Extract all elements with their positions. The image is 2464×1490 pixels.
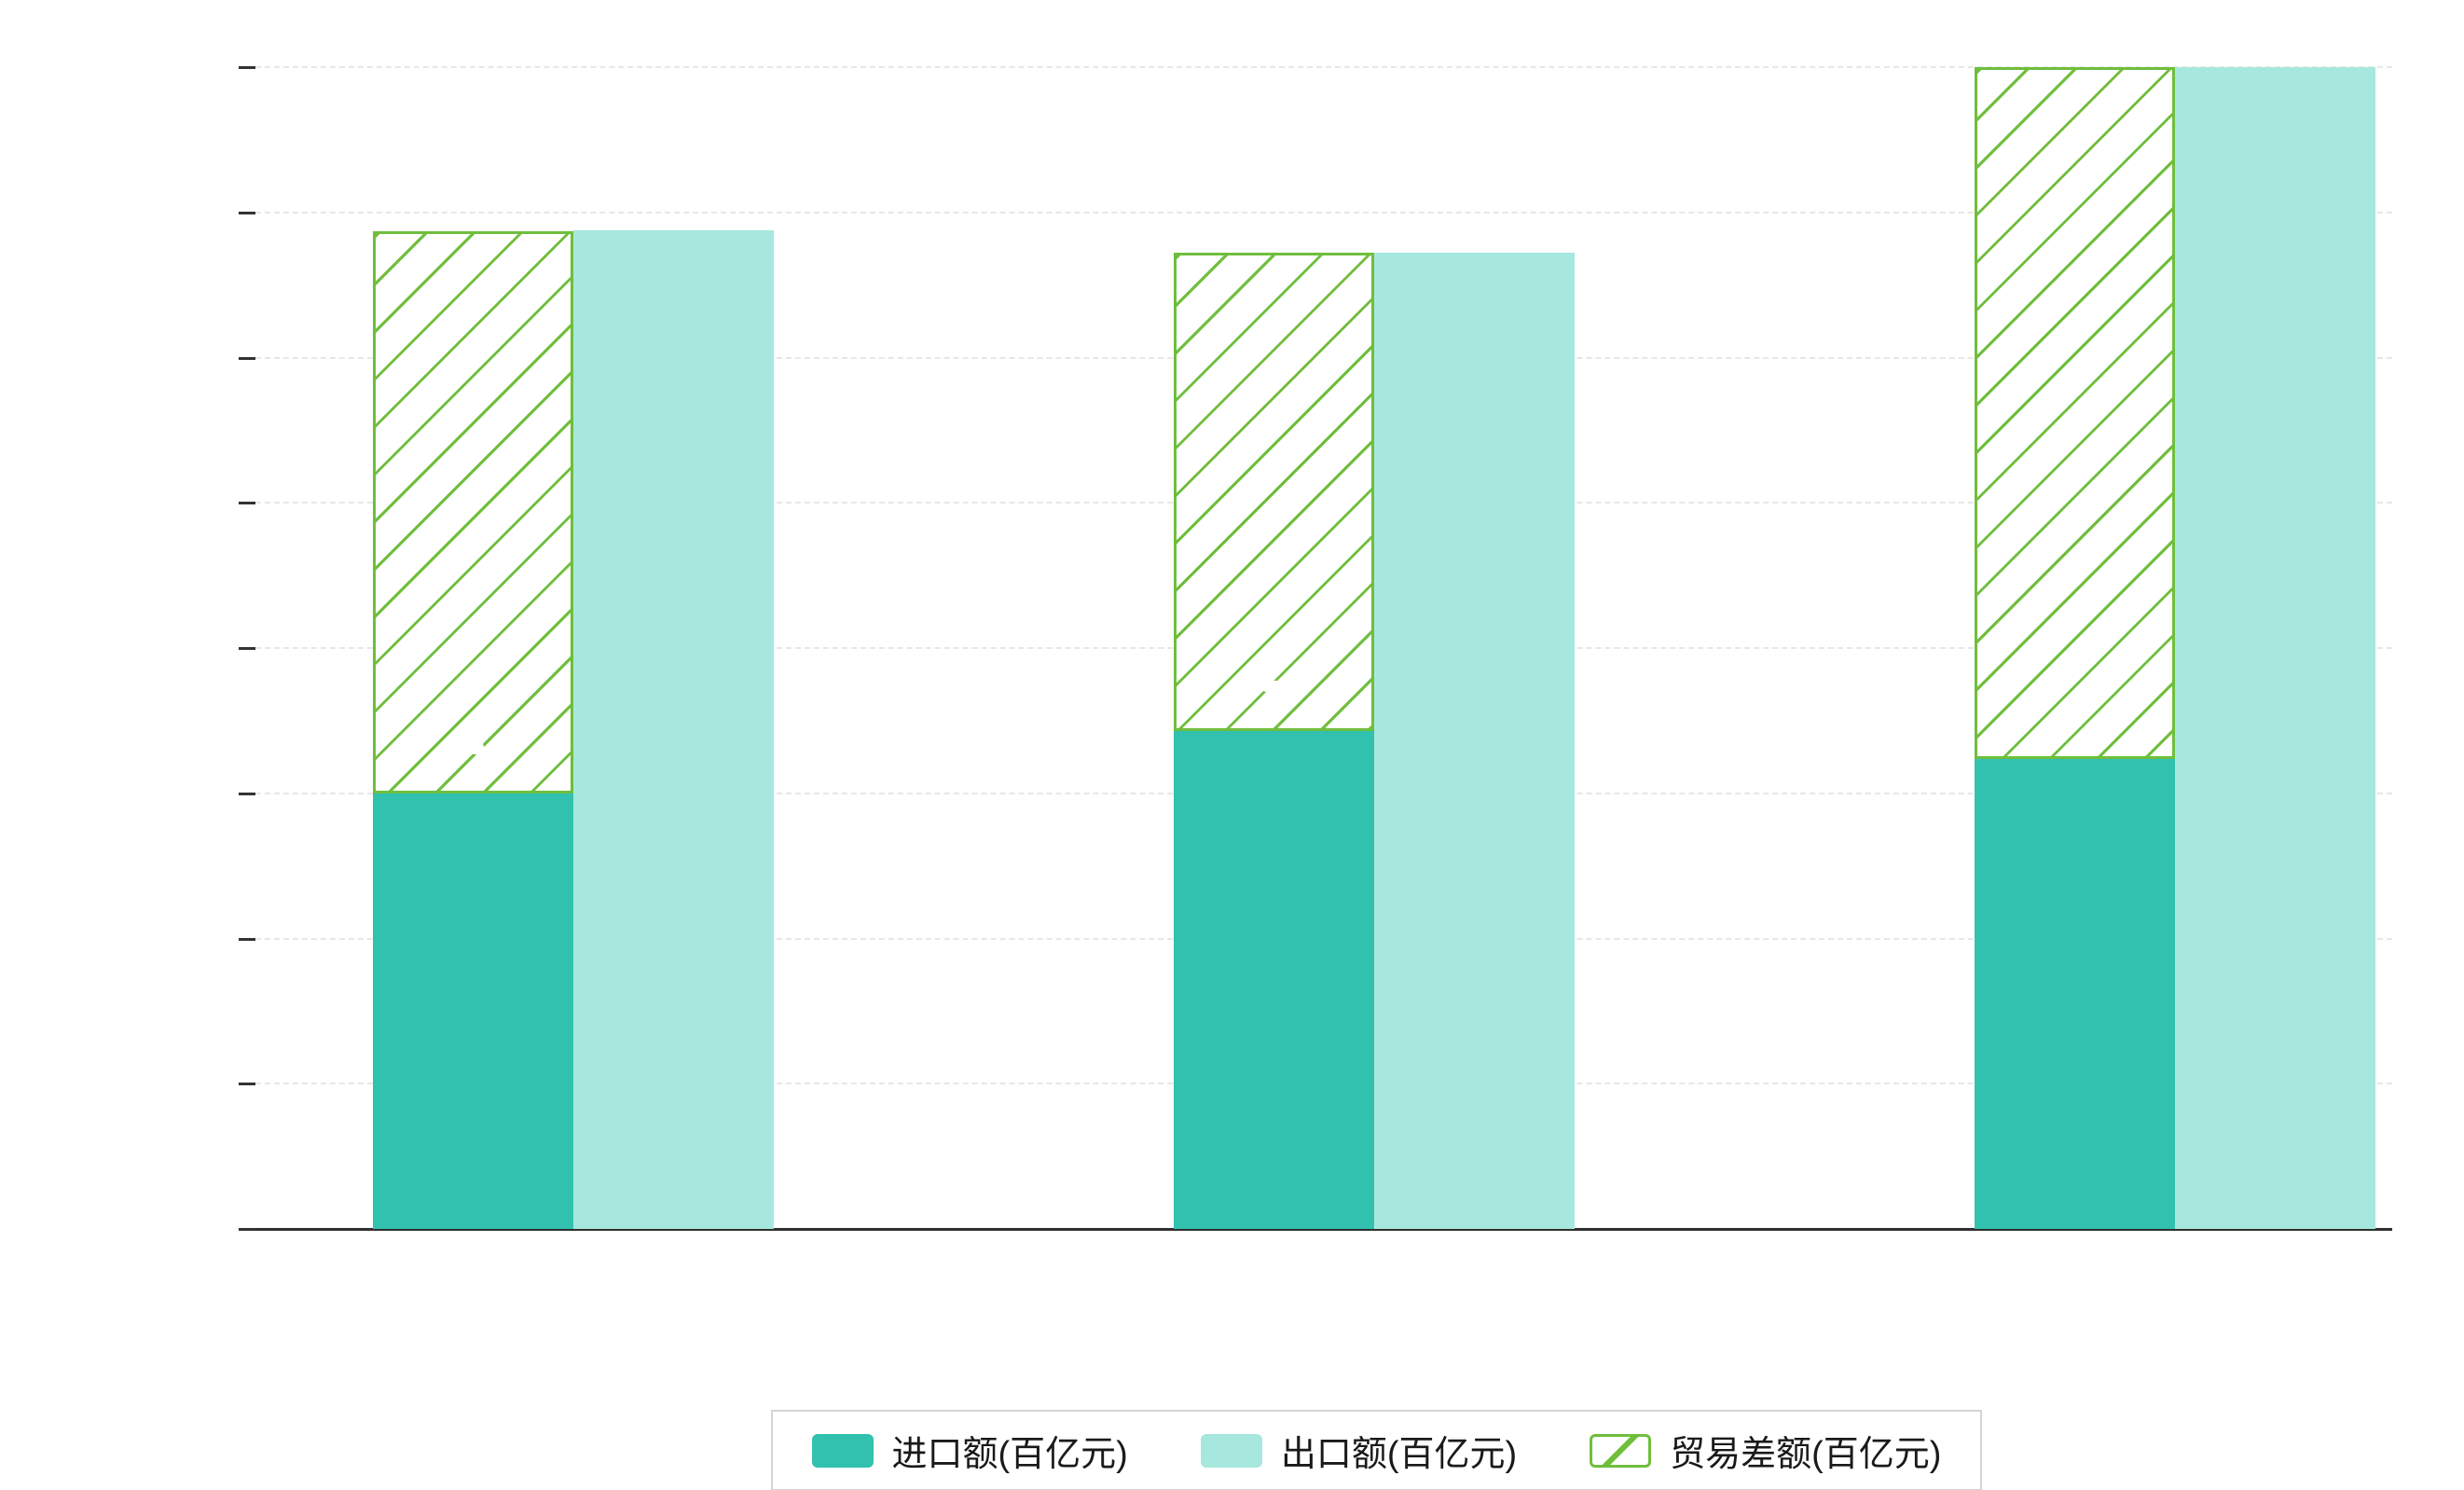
y-axis-tick-mark xyxy=(239,1083,255,1085)
legend-item-export: 出口额(百亿元) xyxy=(1200,1425,1518,1476)
bar-trade-balance-2024 xyxy=(1174,253,1374,731)
legend-label: 贸易差额(百亿元) xyxy=(1670,1435,1942,1474)
bar-export-2025 xyxy=(2175,67,2375,1229)
y-axis-tick-mark xyxy=(239,357,255,360)
bar-export-2023 xyxy=(573,230,774,1229)
bar-import-2025 xyxy=(1975,759,2175,1229)
bar-import-2023 xyxy=(373,793,573,1229)
y-axis-tick-mark xyxy=(239,793,255,795)
legend-swatch-trade-balance-icon xyxy=(1590,1433,1652,1468)
bar-trade-balance-2025 xyxy=(1975,67,2175,759)
bar-trade-balance-2023 xyxy=(373,231,573,793)
legend-swatch-import-icon xyxy=(811,1433,874,1468)
export-value-label xyxy=(2264,7,2286,19)
export-value-label xyxy=(662,171,684,182)
legend: 进口额(百亿元) 出口额(百亿元) 贸易差额(百亿元) xyxy=(770,1410,1983,1490)
bar-export-2024 xyxy=(1374,253,1575,1229)
gridline xyxy=(255,66,2392,68)
import-value-label xyxy=(1262,681,1285,692)
y-axis-tick-mark xyxy=(239,66,255,69)
y-axis-tick-mark xyxy=(239,647,255,650)
import-value-label xyxy=(461,743,484,754)
x-axis-line xyxy=(255,1228,2392,1231)
bar-import-2024 xyxy=(1174,731,1374,1229)
trade-balance-value-label xyxy=(461,179,484,190)
y-axis-tick-mark xyxy=(239,502,255,504)
y-axis-tick-mark xyxy=(239,938,255,941)
import-value-label xyxy=(2063,709,2085,720)
gridline xyxy=(255,212,2392,214)
trade-balance-value-label xyxy=(1262,200,1285,212)
legend-item-import: 进口额(百亿元) xyxy=(811,1425,1128,1476)
legend-item-trade-balance: 贸易差额(百亿元) xyxy=(1590,1425,1941,1476)
legend-label: 进口额(百亿元) xyxy=(891,1435,1128,1474)
trade-balance-value-label xyxy=(2063,15,2085,26)
y-axis-tick-mark xyxy=(239,212,255,214)
legend-label: 出口额(百亿元) xyxy=(1280,1435,1518,1474)
legend-swatch-export-icon xyxy=(1200,1433,1262,1468)
export-value-label xyxy=(1463,193,1485,204)
y-axis-tick-mark xyxy=(239,1228,255,1231)
